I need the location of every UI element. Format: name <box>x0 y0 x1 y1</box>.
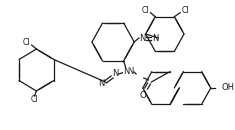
Text: N: N <box>123 67 130 76</box>
Text: N: N <box>152 34 158 43</box>
Text: O: O <box>139 92 146 100</box>
Text: Cl: Cl <box>142 6 149 15</box>
Text: Cl: Cl <box>23 37 31 47</box>
Text: N: N <box>112 70 118 79</box>
Text: Cl: Cl <box>181 6 189 15</box>
Text: N: N <box>127 67 133 76</box>
Text: N: N <box>98 80 105 89</box>
Text: Cl: Cl <box>31 95 38 103</box>
Text: OH: OH <box>221 83 234 93</box>
Text: N: N <box>139 34 145 43</box>
